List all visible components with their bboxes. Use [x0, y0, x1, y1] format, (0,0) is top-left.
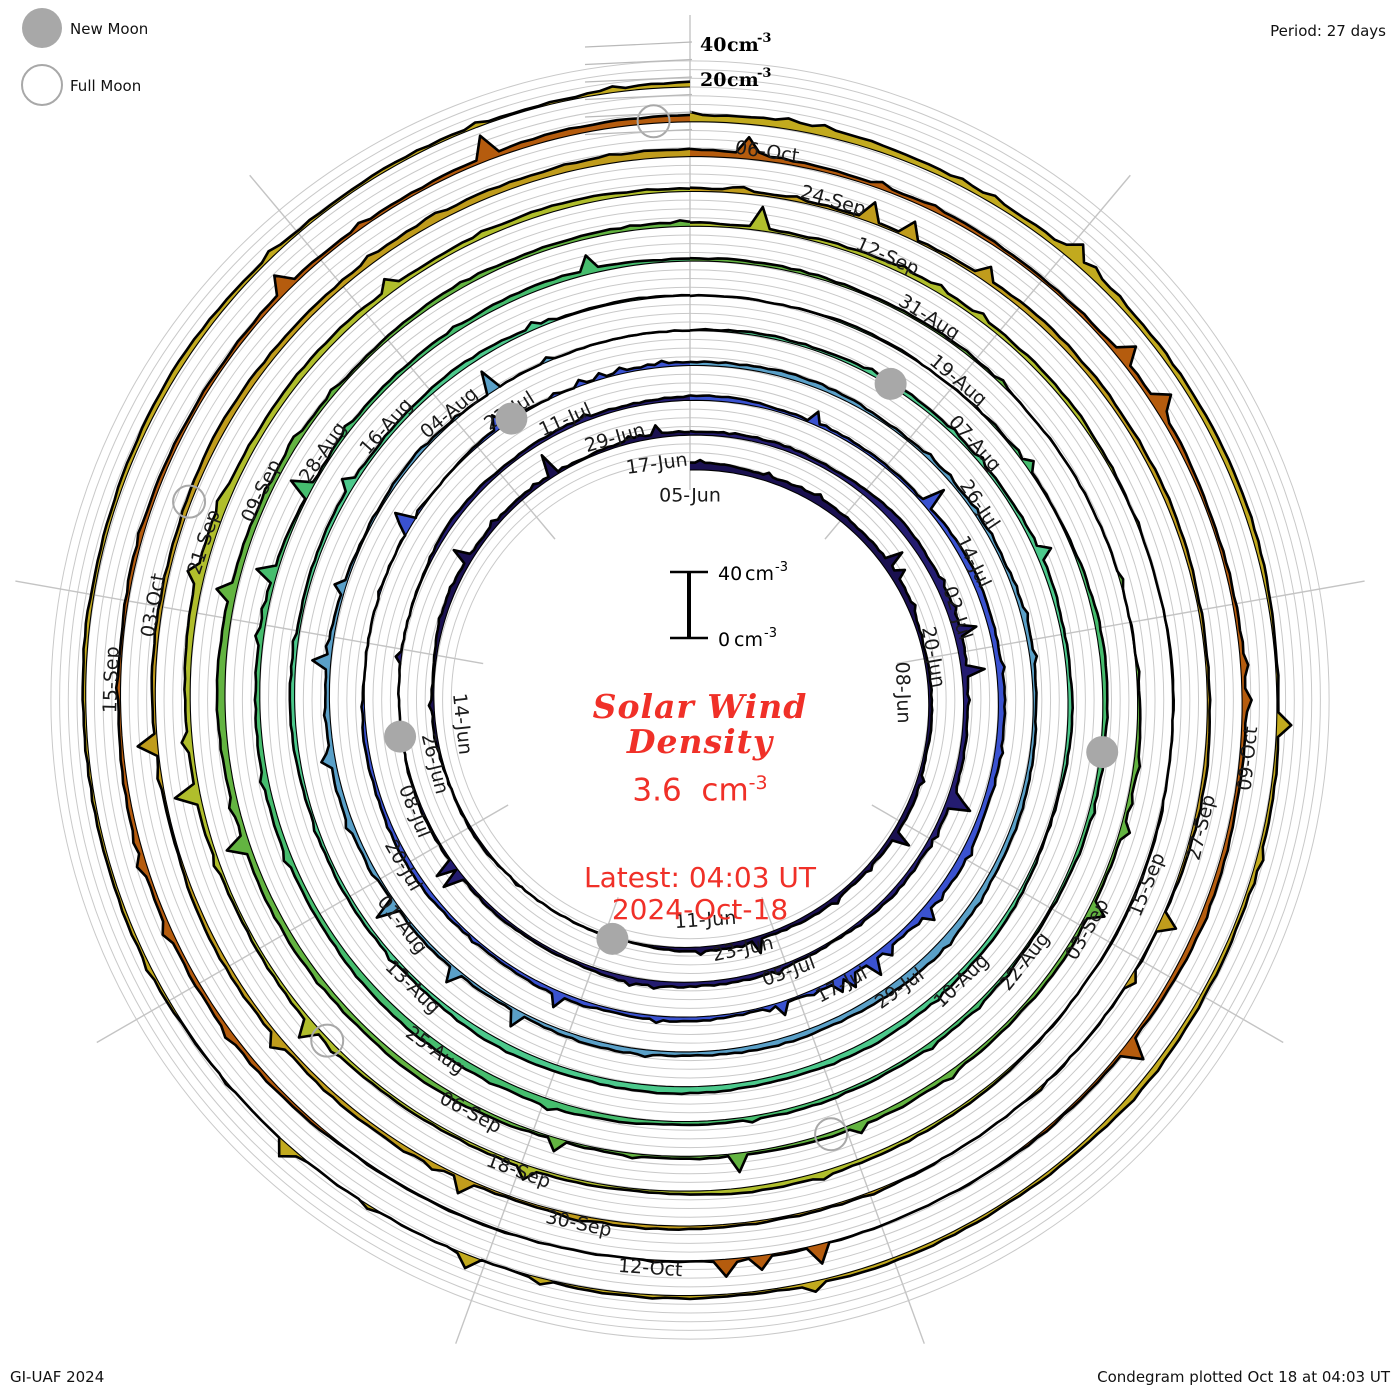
spiral-turn-baseline [119, 121, 1243, 1262]
spiral-turn-baseline [154, 156, 1208, 1227]
full-moon-marker [636, 104, 671, 139]
new-moon-marker [1086, 736, 1119, 769]
spiral-turn-baseline [189, 190, 1173, 1192]
date-label: 08-Jun [891, 661, 915, 724]
spiral-turn-outline [81, 80, 1293, 1301]
axis-tick-40-unit: cm [727, 34, 759, 56]
scale-bar-bottom-unit: cm [734, 629, 763, 651]
new-moon-marker [874, 367, 907, 400]
spiral-turn-baseline [294, 295, 1069, 1088]
moon-markers [172, 104, 1119, 1152]
legend-label-new-moon: New Moon [70, 20, 148, 38]
scale-bar-bottom-exp: -3 [764, 626, 777, 641]
date-label: 15-Sep [99, 646, 123, 714]
axis-tick-20-value: 20 [700, 69, 726, 91]
spiral-turn-outline [136, 147, 1212, 1231]
spiral-turn-baseline [363, 364, 999, 1018]
spiral-turn-outline [215, 219, 1142, 1174]
date-label: 12-Oct [617, 1255, 683, 1281]
axis-leader-lines [584, 41, 693, 136]
spiral-turn-outline [311, 329, 1039, 1059]
new-moon-marker [495, 402, 528, 435]
date-label: 11-Jun [674, 907, 737, 933]
spiral-turn-outline [394, 394, 986, 990]
scale-bar-top-unit: cm [745, 563, 774, 585]
date-label: 05-Jun [659, 485, 721, 507]
spiral-turn-baseline [328, 330, 1034, 1053]
spiral-turn-baseline [85, 86, 1278, 1297]
new-moon-marker [596, 922, 629, 955]
axis-tick-40-exp: -3 [757, 31, 771, 46]
axis-tick-20-unit: cm [727, 69, 759, 91]
plotted-label: Condegram plotted Oct 18 at 04:03 UT [1097, 1368, 1390, 1386]
full-moon-marker [310, 1023, 345, 1058]
spiral-turn-outline [288, 293, 1074, 1096]
spiral-turn-baseline [398, 399, 965, 983]
period-label: Period: 27 days [1270, 22, 1386, 40]
new-moon-marker [384, 720, 417, 753]
spiral-turn-outline [253, 254, 1109, 1127]
spiral-series [81, 80, 1293, 1301]
scale-bar-top-exp: -3 [775, 560, 788, 575]
spiral-turn-outline [427, 424, 934, 956]
spiral-turn-outline [173, 187, 1175, 1196]
spiral-turn-baseline [433, 434, 930, 949]
axis-tick-40-value: 40 [700, 34, 726, 56]
spiral-turn-baseline [259, 260, 1104, 1123]
credit-label: GI-UAF 2024 [10, 1368, 105, 1386]
spiral-turn-outline [114, 113, 1253, 1278]
scale-bar-bottom-value: 0 [718, 629, 730, 651]
full-moon-marker [814, 1117, 849, 1152]
axis-tick-20-exp: -3 [757, 66, 771, 81]
scale-bar-top-value: 40 [718, 563, 742, 585]
new-moon-icon [22, 8, 62, 48]
full-moon-marker [172, 484, 207, 519]
spiral-turn-baseline [224, 225, 1139, 1157]
full-moon-icon [21, 64, 63, 106]
legend-label-full-moon: Full Moon [70, 77, 141, 95]
